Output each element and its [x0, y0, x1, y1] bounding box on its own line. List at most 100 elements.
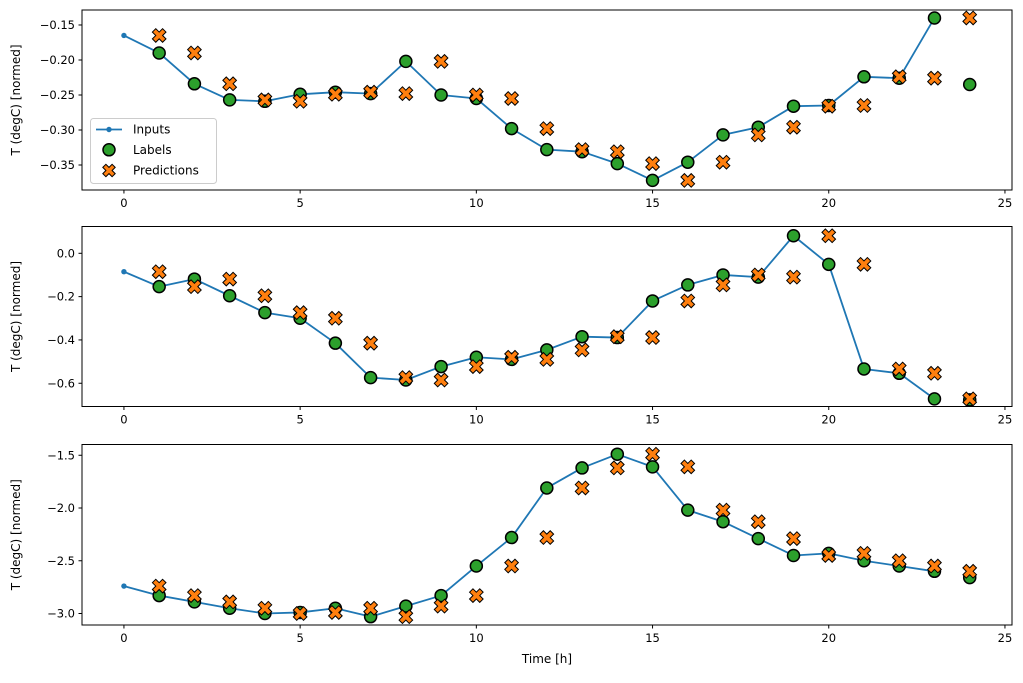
predictions-x-marker [645, 446, 661, 462]
inputs-dot-marker [121, 583, 127, 589]
predictions-x-marker [891, 69, 907, 85]
legend-item-predictions: Predictions [102, 163, 199, 178]
y-axis-label: T (degC) [normed] [9, 44, 23, 156]
x-tick-label: 25 [998, 413, 1013, 427]
predictions-x-marker [151, 264, 167, 280]
predictions-x-marker [715, 154, 731, 170]
inputs-line [123, 453, 935, 618]
predictions-x-marker [363, 600, 379, 616]
predictions-x-marker [292, 305, 308, 321]
predictions-x-marker [891, 361, 907, 377]
predictions-x-marker [222, 594, 238, 610]
labels-circle-marker [645, 173, 660, 188]
x-axis-label: Time [h] [521, 652, 572, 666]
predictions-x-marker [186, 45, 202, 61]
labels-circle-marker [821, 257, 836, 272]
predictions-x-marker [539, 121, 555, 137]
predictions-x-marker [856, 256, 872, 272]
labels-circle-marker [504, 530, 519, 545]
labels-circle-marker [681, 278, 695, 292]
labels-circle-marker [927, 11, 942, 25]
plot-border [81, 444, 1013, 626]
legend-box [90, 118, 217, 184]
predictions-x-marker [926, 558, 942, 574]
predictions-x-marker [504, 349, 520, 365]
predictions-x-marker [750, 514, 766, 530]
predictions-x-marker [715, 277, 731, 293]
labels-circle-marker [399, 54, 413, 69]
predictions-x-marker [398, 86, 414, 102]
predictions-x-marker [574, 342, 590, 358]
predictions-x-marker [609, 144, 625, 160]
y-axis-label: T (degC) [normed] [9, 479, 23, 591]
predictions-x-marker [680, 172, 696, 188]
legend-item-label: Labels [133, 143, 172, 157]
predictions-x-marker [680, 459, 696, 475]
labels-circle-marker [716, 514, 730, 529]
predictions-x-marker [504, 558, 520, 574]
circle-icon [102, 143, 116, 157]
predictions-x-marker [786, 269, 802, 285]
predictions-x-marker [222, 76, 238, 92]
labels-circle-marker [857, 362, 871, 376]
y-tick-label: −0.6 [47, 376, 75, 390]
x-tick-label: 0 [120, 631, 127, 645]
labels-circle-marker [469, 559, 484, 573]
predictions-x-marker [786, 119, 802, 135]
x-tick-label: 15 [645, 196, 660, 210]
labels-circle-marker [786, 548, 801, 563]
labels-circle-marker [786, 228, 801, 243]
x-tick-label: 15 [645, 413, 660, 427]
labels-circle-marker [681, 503, 695, 517]
labels-circle-marker [258, 305, 272, 320]
labels-circle-marker [328, 336, 343, 350]
y-tick-label: −0.30 [40, 123, 75, 137]
x-icon [102, 163, 116, 178]
predictions-x-marker [327, 86, 343, 102]
y-tick-label: −2.0 [47, 501, 75, 515]
y-tick-label: −0.35 [40, 158, 75, 172]
labels-circle-marker [857, 70, 871, 84]
labels-circle-marker [434, 588, 448, 603]
legend-item-label: Predictions [133, 164, 199, 178]
predictions-x-marker [327, 604, 343, 620]
predictions-x-marker [257, 600, 273, 616]
predictions-x-marker [468, 359, 484, 375]
labels-circle-marker [152, 46, 166, 60]
labels-circle-marker [962, 77, 977, 92]
labels-circle-marker [363, 370, 378, 385]
y-tick-label: −0.20 [40, 53, 75, 67]
subplot-1: 0 5 10 15 20 25 −0.15 −0.20 −0.25 −0.30 −0.35 T (de… [9, 9, 1013, 210]
predictions-x-marker [680, 293, 696, 309]
predictions-x-marker [398, 370, 414, 386]
labels-circle-marker [575, 329, 589, 344]
predictions-x-marker [645, 156, 661, 172]
inputs-line [123, 17, 936, 182]
labels-circle-marker [434, 88, 448, 102]
predictions-x-marker [539, 351, 555, 367]
subplot-2: 0 5 10 15 20 25 0.0 −0.2 −0.4 −0.6 T (degC) [norme… [9, 226, 1013, 427]
inputs-line [123, 234, 935, 400]
predictions-x-marker [468, 588, 484, 604]
y-axis-label: T (degC) [normed] [9, 261, 23, 373]
line-dot-icon [106, 126, 112, 133]
labels-circle-marker [645, 294, 660, 308]
y-tick-label: −2.5 [47, 554, 75, 568]
predictions-x-marker [292, 605, 308, 622]
predictions-x-marker [363, 335, 379, 351]
predictions-x-marker [962, 391, 978, 407]
x-tick-label: 20 [821, 631, 836, 645]
inputs-dot-marker [121, 32, 127, 39]
predictions-x-marker [151, 578, 167, 594]
plot-border [81, 9, 1013, 191]
y-tick-label: −3.0 [47, 607, 75, 621]
y-tick-label: −0.2 [47, 290, 75, 304]
legend-item-label: Inputs [133, 123, 170, 137]
predictions-x-marker [926, 70, 942, 86]
labels-circle-marker [610, 156, 625, 171]
predictions-x-marker [821, 228, 837, 244]
predictions-x-marker [504, 90, 520, 106]
labels-circle-marker [645, 460, 660, 474]
legend-item-inputs: Inputs [96, 123, 170, 137]
